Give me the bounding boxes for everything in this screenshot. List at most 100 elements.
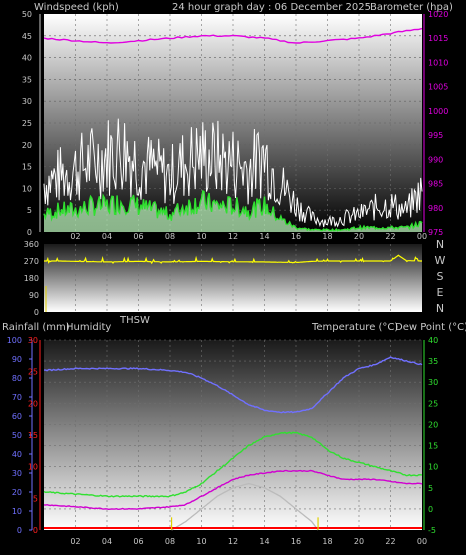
temperature-tick-label: 30 [428, 378, 438, 387]
humidity-tick-label: 10 [12, 507, 22, 516]
direction-tick-label: 360 [24, 240, 39, 249]
rain-tick-label: 25 [28, 368, 38, 377]
wind-x-tick-label: 14 [259, 232, 269, 241]
humidity-tick-label: 50 [12, 431, 22, 440]
thsw-label: THSW [119, 315, 150, 326]
barometer-tick-label: 1010 [428, 58, 448, 67]
wind-x-tick-label: 06 [133, 232, 143, 241]
wind-tick-label: 45 [22, 32, 32, 41]
compass-label: N [436, 238, 444, 251]
wind-average-series [43, 190, 423, 232]
temperature-tick-label: 10 [428, 463, 438, 472]
compass-label: S [437, 270, 444, 283]
temperature-tick-label: 25 [428, 399, 438, 408]
humidity-series [44, 356, 423, 414]
humidity-tick-label: 30 [12, 469, 22, 478]
barometer-tick-label: 980 [428, 204, 443, 213]
windspeed-axis-title: Windspeed (kph) [34, 2, 119, 13]
wind-x-tick-label: 20 [354, 232, 364, 241]
rain-tick-label: 0 [33, 526, 38, 535]
barometer-tick-label: 975 [428, 228, 443, 237]
wind-x-tick-label: 10 [196, 232, 206, 241]
direction-tick-label: 0 [34, 308, 39, 317]
wind-direction-series [44, 254, 422, 265]
wind-tick-label: 40 [22, 54, 32, 63]
graph-title: 24 hour graph day : 06 December 2025 [172, 2, 371, 13]
barometer-axis-title: Barometer (hpa) [370, 2, 453, 13]
humidity-tick-label: 80 [12, 374, 22, 383]
direction-tick-label: 270 [24, 257, 39, 266]
temperature-tick-label: -5 [428, 526, 436, 535]
barometer-tick-label: 1020 [428, 10, 448, 19]
rain-tick-label: 30 [28, 336, 38, 345]
wind-x-tick-label: 02 [70, 232, 80, 241]
direction-tick-label: 180 [24, 274, 39, 283]
thsw-series [171, 482, 319, 531]
wind-tick-label: 50 [22, 10, 32, 19]
barometer-tick-label: 1015 [428, 34, 448, 43]
temp-x-tick-label: 08 [165, 537, 175, 546]
temperature-tick-label: 40 [428, 336, 438, 345]
temp-x-tick-label: 14 [259, 537, 269, 546]
temperature-tick-label: 35 [428, 357, 438, 366]
barometer-tick-label: 990 [428, 155, 443, 164]
humidity-tick-label: 20 [12, 488, 22, 497]
dewpoint-series [43, 469, 423, 511]
temp-x-tick-label: 12 [228, 537, 238, 546]
wind-gust-series [43, 118, 423, 228]
rainfall-axis-title: Rainfall (mm) [2, 322, 70, 333]
wind-tick-label: 35 [22, 75, 32, 84]
wind-tick-label: 20 [22, 141, 32, 150]
compass-label: E [437, 286, 444, 299]
wind-x-tick-label: 12 [228, 232, 238, 241]
humidity-axis-title: Humidity [66, 322, 111, 333]
direction-tick-label: 90 [29, 291, 39, 300]
rain-tick-label: 10 [28, 463, 38, 472]
compass-label: W [435, 254, 446, 267]
temp-x-tick-label: 18 [322, 537, 332, 546]
humidity-tick-label: 90 [12, 355, 22, 364]
humidity-tick-label: 60 [12, 412, 22, 421]
wind-tick-label: 5 [27, 206, 32, 215]
wind-x-tick-label: 08 [165, 232, 175, 241]
wind-x-tick-label: 18 [322, 232, 332, 241]
temperature-series [43, 431, 423, 498]
barometer-tick-label: 1005 [428, 83, 448, 92]
barometer-tick-label: 985 [428, 180, 443, 189]
temperature-tick-label: 15 [428, 442, 438, 451]
compass-label: N [436, 302, 444, 315]
wind-x-tick-label: 22 [385, 232, 395, 241]
temp-x-tick-label: 00 [417, 537, 427, 546]
temperature-tick-label: 5 [428, 484, 433, 493]
rain-tick-label: 15 [28, 431, 38, 440]
wind-tick-label: 25 [22, 119, 32, 128]
barometer-tick-label: 995 [428, 131, 443, 140]
temp-x-tick-label: 22 [385, 537, 395, 546]
temp-x-tick-label: 04 [102, 537, 112, 546]
temp-x-tick-label: 02 [70, 537, 80, 546]
rain-tick-label: 5 [33, 494, 38, 503]
wind-tick-label: 15 [22, 163, 32, 172]
wind-x-tick-label: 04 [102, 232, 112, 241]
humidity-tick-label: 40 [12, 450, 22, 459]
wind-tick-label: 10 [22, 184, 32, 193]
temperature-tick-label: 20 [428, 420, 438, 429]
barometer-tick-label: 1000 [428, 107, 448, 116]
humidity-tick-label: 0 [17, 526, 22, 535]
wind-tick-label: 0 [27, 228, 32, 237]
temp-x-tick-label: 16 [291, 537, 301, 546]
temp-x-tick-label: 10 [196, 537, 206, 546]
barometer-series [43, 27, 423, 44]
humidity-tick-label: 70 [12, 393, 22, 402]
temp-x-tick-label: 20 [354, 537, 364, 546]
temperature-axis-title: Temperature (°C) [311, 322, 398, 333]
dewpoint-axis-title: Dew Point (°C) [395, 322, 466, 333]
humidity-tick-label: 100 [7, 336, 22, 345]
temperature-tick-label: 0 [428, 505, 433, 514]
temp-x-tick-label: 06 [133, 537, 143, 546]
wind-x-tick-label: 16 [291, 232, 301, 241]
wind-x-tick-label: 00 [417, 232, 427, 241]
wind-tick-label: 30 [22, 97, 32, 106]
rain-tick-label: 20 [28, 399, 38, 408]
